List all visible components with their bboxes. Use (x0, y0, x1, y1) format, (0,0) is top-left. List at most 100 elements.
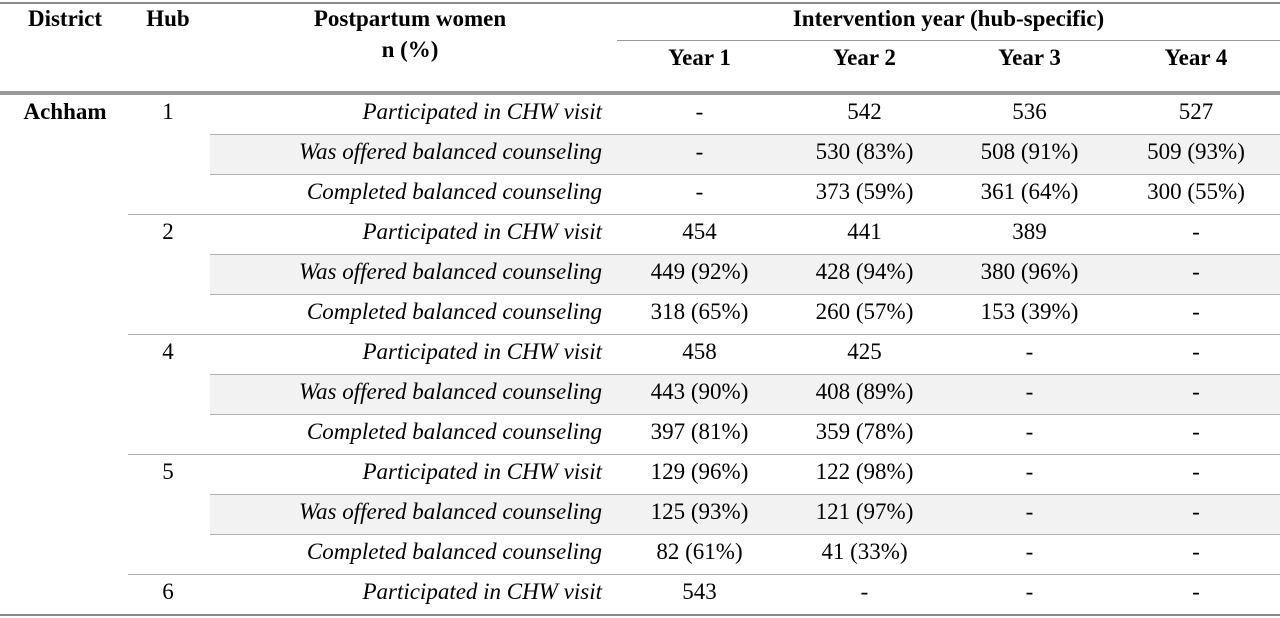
district-cell (0, 135, 130, 175)
year-4-cell: 509 (93%) (1147, 139, 1245, 164)
hub-cell (130, 295, 206, 335)
table-row: Completed balanced counseling - 373 (59%) 3… (0, 175, 1280, 215)
year-2-cell: 428 (94%) (815, 259, 914, 284)
district-cell (0, 415, 130, 455)
district-cell (0, 455, 130, 495)
header-year-4: Year 4 (1164, 45, 1228, 70)
table-row: Was offered balanced counseling 125 (93%)… (0, 495, 1280, 535)
header-year-1: Year 1 (668, 45, 731, 70)
year-1-cell: - (695, 179, 704, 204)
year-2-cell: 373 (59%) (815, 179, 914, 204)
year-4-cell: - (1192, 259, 1200, 284)
table-row: Achham 1 Participated in CHW visit - 542 536 5… (0, 95, 1280, 135)
hub-cell: 2 (162, 219, 174, 244)
year-2-cell: 441 (847, 219, 882, 244)
year-1-cell: - (695, 139, 704, 164)
year-1-cell: 543 (682, 579, 717, 604)
year-1-cell: 82 (61%) (656, 539, 743, 564)
year-2-cell: 359 (78%) (815, 419, 914, 444)
year-3-cell: - (1025, 579, 1034, 604)
year-4-cell: 300 (55%) (1147, 179, 1245, 204)
year-4-cell: - (1192, 539, 1200, 564)
hub-cell (130, 415, 206, 455)
year-1-cell: 458 (682, 339, 717, 364)
year-2-cell: 121 (97%) (815, 499, 914, 524)
hub-cell (130, 535, 206, 575)
header-district: District (27, 6, 103, 31)
year-2-cell: 41 (33%) (821, 539, 908, 564)
year-3-cell: 536 (1012, 99, 1047, 124)
year-2-cell: 542 (847, 99, 882, 124)
hub-cell: 1 (162, 99, 174, 124)
year-1-cell: 449 (92%) (650, 259, 749, 284)
table-row: Was offered balanced counseling 443 (90%)… (0, 375, 1280, 415)
hub-cell (130, 375, 206, 415)
hub-cell (130, 175, 206, 215)
header-year-3: Year 3 (998, 45, 1061, 70)
year-2-cell: - (860, 579, 869, 604)
district-cell (0, 535, 130, 575)
year-4-cell: - (1192, 579, 1200, 604)
postpartum-label-cell: Was offered balanced counseling (299, 139, 602, 164)
year-2-cell: 425 (847, 339, 882, 364)
postpartum-label-cell: Completed balanced counseling (306, 299, 602, 324)
hub-cell: 4 (162, 339, 174, 364)
postpartum-label-cell: Participated in CHW visit (362, 459, 602, 484)
intervention-year-rule (617, 40, 1280, 41)
district-cell (0, 175, 130, 215)
header-year-2: Year 2 (833, 45, 896, 70)
year-4-cell: 527 (1178, 99, 1214, 124)
header-hub: Hub (146, 6, 190, 31)
table-row: 4 Participated in CHW visit 458 425 - - (0, 335, 1280, 375)
district-cell (0, 335, 130, 375)
hub-cell: 6 (162, 579, 174, 604)
postpartum-label-cell: Participated in CHW visit (362, 339, 602, 364)
header-postpartum-women: Postpartum women (313, 6, 507, 31)
district-cell: Achham (23, 99, 107, 124)
year-3-cell: - (1025, 499, 1034, 524)
year-1-cell: - (695, 99, 704, 124)
hub-cell (130, 495, 206, 535)
year-1-cell: 454 (682, 219, 717, 244)
postpartum-label-cell: Was offered balanced counseling (299, 259, 602, 284)
district-cell (0, 495, 130, 535)
year-3-cell: - (1025, 459, 1034, 484)
postpartum-label-cell: Participated in CHW visit (362, 579, 602, 604)
district-cell (0, 295, 130, 335)
hub-cell (130, 135, 206, 175)
postpartum-label-cell: Was offered balanced counseling (299, 499, 602, 524)
table-top-rule (0, 2, 1280, 4)
year-1-cell: 125 (93%) (650, 499, 749, 524)
year-3-cell: 153 (39%) (980, 299, 1079, 324)
year-3-cell: 508 (91%) (980, 139, 1079, 164)
postpartum-label-cell: Completed balanced counseling (306, 179, 602, 204)
postpartum-label-cell: Completed balanced counseling (306, 539, 602, 564)
year-4-cell: - (1192, 219, 1200, 244)
year-1-cell: 318 (65%) (650, 299, 749, 324)
hub-cell: 5 (162, 459, 174, 484)
postpartum-label-cell: Participated in CHW visit (362, 219, 602, 244)
table-row: Completed balanced counseling 82 (61%) 41 … (0, 535, 1280, 575)
year-2-cell: 122 (98%) (815, 459, 914, 484)
year-3-cell: 389 (1012, 219, 1047, 244)
district-cell (0, 375, 130, 415)
header-bottom-rule (0, 91, 1280, 95)
table-row: Completed balanced counseling 397 (81%) 35… (0, 415, 1280, 455)
district-cell (0, 215, 130, 255)
year-4-cell: - (1192, 379, 1200, 404)
table-row: Was offered balanced counseling 449 (92%)… (0, 255, 1280, 295)
year-3-cell: - (1025, 379, 1034, 404)
year-3-cell: - (1025, 539, 1034, 564)
postpartum-label-cell: Participated in CHW visit (362, 99, 602, 124)
table-row: 5 Participated in CHW visit 129 (96%) 122 (… (0, 455, 1280, 495)
year-4-cell: - (1192, 419, 1200, 444)
year-2-cell: 260 (57%) (815, 299, 914, 324)
postpartum-label-cell: Completed balanced counseling (306, 419, 602, 444)
table-row: 6 Participated in CHW visit 543 - - - (0, 575, 1280, 616)
postpartum-label-cell: Was offered balanced counseling (299, 379, 602, 404)
year-4-cell: - (1192, 339, 1200, 364)
district-cell (0, 255, 130, 295)
table-row: 2 Participated in CHW visit 454 441 389 - (0, 215, 1280, 255)
year-4-cell: - (1192, 459, 1200, 484)
year-3-cell: 361 (64%) (980, 179, 1079, 204)
